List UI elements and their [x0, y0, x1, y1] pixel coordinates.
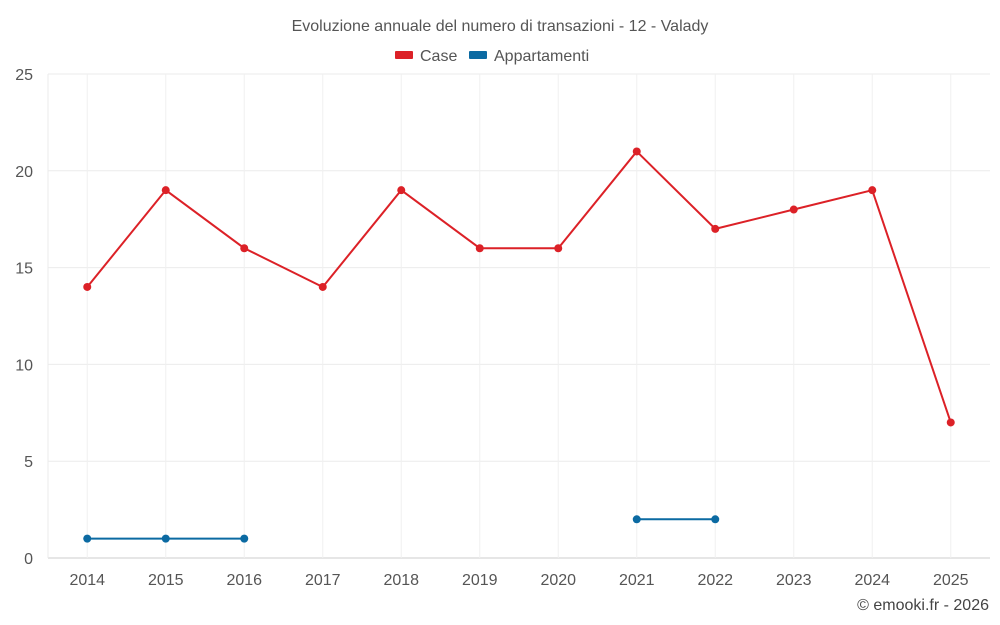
x-tick-label: 2015 — [148, 572, 184, 589]
data-point-appartamenti — [161, 534, 170, 543]
x-tick-label: 2019 — [462, 572, 498, 589]
data-point-case — [83, 282, 92, 291]
x-tick-label: 2017 — [305, 572, 341, 589]
grid — [47, 73, 990, 559]
legend: Case Appartamenti — [395, 48, 589, 65]
x-tick-label: 2018 — [383, 572, 419, 589]
y-tick-label: 25 — [15, 67, 33, 84]
data-point-case — [318, 282, 327, 291]
x-tick-label: 2023 — [776, 572, 812, 589]
data-point-case — [397, 186, 406, 195]
x-tick-label: 2016 — [226, 572, 262, 589]
credit-text: © emooki.fr - 2026 — [857, 597, 989, 614]
chart-title: Evoluzione annuale del numero di transaz… — [292, 18, 709, 35]
data-point-case — [789, 205, 798, 214]
x-tick-label: 2024 — [854, 572, 890, 589]
data-point-case — [240, 244, 249, 253]
y-tick-label: 5 — [24, 454, 33, 471]
data-point-case — [161, 186, 170, 195]
data-point-case — [868, 186, 877, 195]
data-point-case — [632, 147, 641, 156]
y-tick-label: 15 — [15, 261, 33, 278]
data-point-case — [946, 418, 955, 427]
legend-label-appartamenti: Appartamenti — [494, 48, 589, 65]
x-tick-label: 2014 — [69, 572, 105, 589]
data-point-appartamenti — [83, 534, 92, 543]
y-axis: 0 5 10 15 20 25 — [15, 67, 33, 568]
series-layer — [83, 147, 955, 543]
x-tick-label: 2022 — [697, 572, 733, 589]
x-tick-label: 2020 — [540, 572, 576, 589]
legend-label-case: Case — [420, 48, 457, 65]
series-line-case — [86, 149, 952, 423]
x-tick-label: 2021 — [619, 572, 655, 589]
legend-swatch-case — [395, 51, 413, 59]
data-point-appartamenti — [711, 515, 720, 524]
data-point-appartamenti — [632, 515, 641, 524]
y-tick-label: 20 — [15, 164, 33, 181]
data-point-case — [554, 244, 563, 253]
y-tick-label: 10 — [15, 357, 33, 374]
data-point-case — [711, 224, 720, 233]
y-tick-label: 0 — [24, 551, 33, 568]
x-tick-label: 2025 — [933, 572, 969, 589]
legend-swatch-appartamenti — [469, 51, 487, 59]
data-point-case — [475, 244, 484, 253]
x-axis: 2014 2015 2016 2017 2018 2019 2020 2021 2022 2023… — [69, 572, 968, 589]
data-point-appartamenti — [240, 534, 249, 543]
